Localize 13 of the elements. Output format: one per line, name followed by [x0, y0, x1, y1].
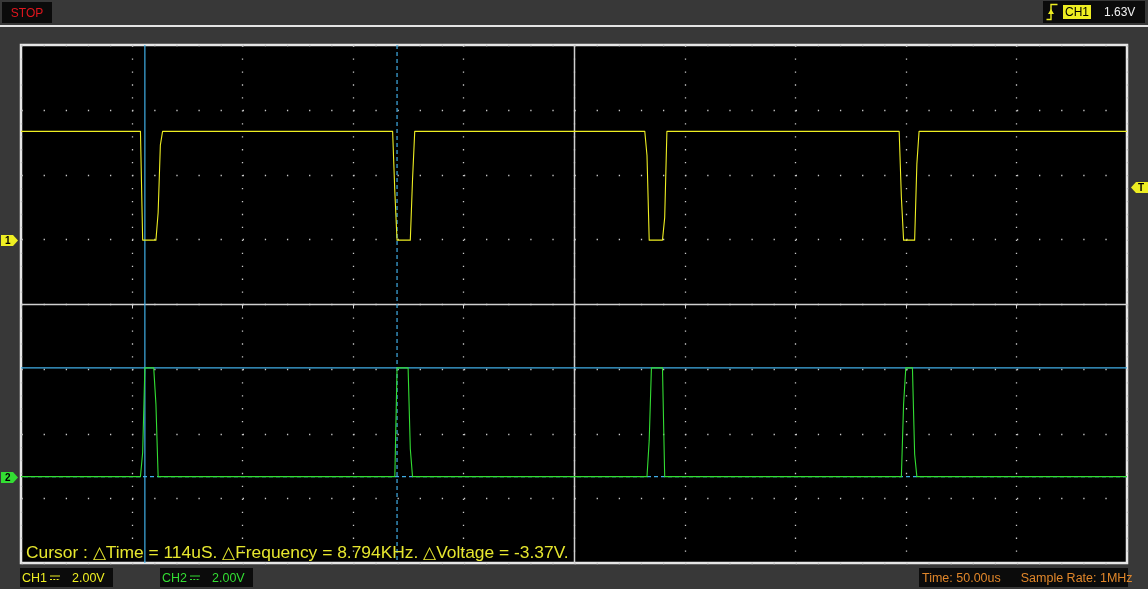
text: Cursor : △Time = 114uS. △Frequency = 8.794KHz. △Voltage = -3.37V.: [26, 542, 569, 563]
text: CH1: [1063, 5, 1092, 19]
text: STOP: [10, 5, 44, 20]
text: 2: [5, 471, 11, 485]
text: Sample Rate: 1MHz: [1020, 570, 1133, 585]
text: 1.63V: [1104, 5, 1136, 19]
text: Time: 50.00us: [922, 570, 1001, 585]
text: 2.00V: [212, 570, 245, 585]
text: 2.00V: [72, 570, 105, 585]
legend-label: CH2: [162, 570, 188, 585]
text: 1: [5, 233, 11, 247]
legend-label: CH1: [22, 570, 48, 585]
text: T: [1138, 180, 1145, 194]
